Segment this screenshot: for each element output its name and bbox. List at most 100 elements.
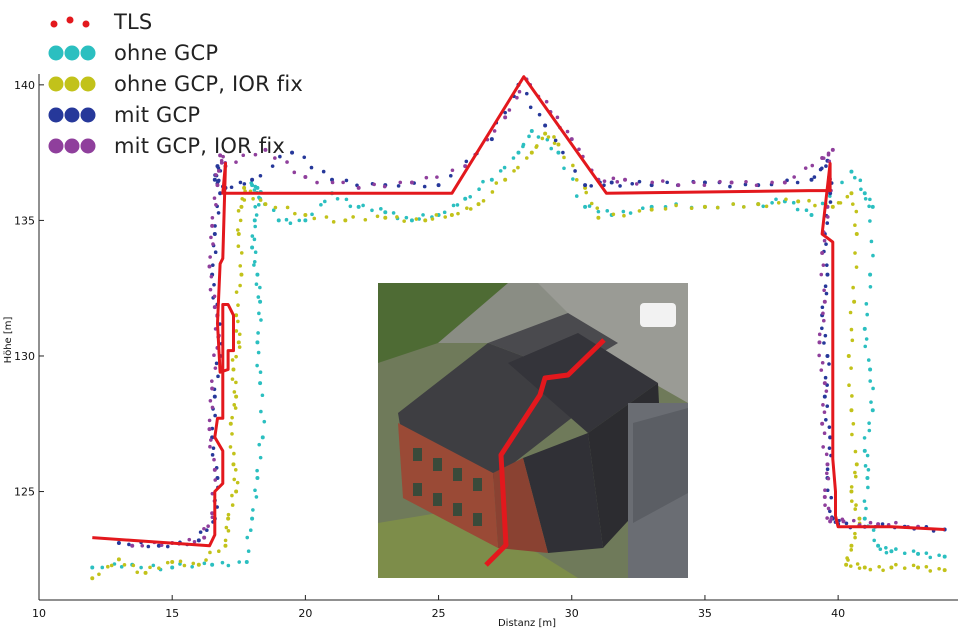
data-point — [212, 177, 217, 182]
data-point — [846, 353, 851, 358]
data-point — [553, 138, 558, 143]
data-point — [611, 176, 616, 181]
data-point — [825, 462, 830, 467]
data-point — [850, 394, 854, 398]
legend-label: TLS — [114, 9, 153, 34]
data-point — [205, 528, 209, 533]
data-point — [303, 175, 308, 180]
data-point — [270, 164, 275, 168]
data-point — [90, 565, 95, 570]
data-point — [116, 557, 121, 562]
data-point — [718, 179, 722, 184]
data-point — [234, 313, 239, 318]
data-point — [230, 503, 235, 507]
data-point — [825, 353, 830, 358]
data-point — [596, 215, 601, 220]
data-point — [239, 272, 244, 277]
data-point — [823, 333, 828, 338]
data-point — [595, 206, 600, 210]
data-point — [331, 220, 336, 224]
data-point — [234, 354, 238, 359]
data-point — [660, 179, 665, 183]
data-point — [379, 207, 383, 211]
data-point — [212, 394, 217, 399]
data-point — [258, 285, 262, 290]
data-point — [623, 177, 628, 182]
legend-swatch-tls — [48, 10, 96, 34]
data-point — [228, 421, 233, 426]
data-point — [819, 368, 824, 372]
data-point — [702, 180, 707, 185]
data-point — [210, 515, 215, 520]
data-point — [430, 217, 435, 221]
data-point — [876, 543, 881, 548]
data-point — [692, 180, 696, 185]
data-point — [319, 202, 323, 207]
x-tick-label: 10 — [32, 607, 46, 620]
data-point — [233, 406, 238, 410]
data-point — [863, 464, 868, 468]
data-point — [577, 147, 581, 152]
data-point — [821, 156, 826, 160]
data-point — [216, 211, 221, 215]
data-point — [849, 489, 854, 494]
data-point — [216, 179, 220, 183]
data-point — [792, 175, 796, 179]
data-point — [285, 205, 290, 210]
data-point — [211, 242, 215, 246]
data-point — [223, 543, 228, 548]
data-point — [253, 152, 258, 157]
data-point — [258, 198, 263, 202]
data-point — [238, 218, 243, 223]
data-point — [250, 234, 255, 238]
data-point — [844, 562, 849, 567]
data-point — [853, 474, 858, 479]
data-point — [866, 358, 871, 362]
data-point — [809, 212, 814, 217]
data-point — [259, 318, 263, 322]
data-point — [849, 169, 854, 174]
data-point — [826, 506, 831, 511]
data-point — [630, 182, 635, 186]
data-point — [849, 327, 854, 332]
data-point — [894, 520, 898, 525]
data-point — [743, 182, 748, 187]
data-point — [330, 180, 335, 185]
data-point — [256, 203, 261, 207]
data-point — [210, 386, 215, 391]
data-point — [423, 218, 428, 223]
data-point — [674, 203, 678, 208]
data-point — [826, 152, 831, 157]
data-point — [250, 516, 255, 521]
legend-item-tls: TLS — [48, 6, 303, 37]
data-point — [731, 202, 736, 206]
data-point — [828, 509, 832, 514]
data-point — [214, 361, 219, 366]
data-point — [363, 217, 368, 222]
data-point — [850, 338, 855, 343]
data-point — [869, 400, 873, 404]
data-point — [157, 566, 161, 570]
data-point — [515, 95, 519, 100]
y-tick-label: 135 — [14, 214, 35, 227]
data-point — [865, 312, 869, 317]
data-point — [226, 516, 231, 521]
data-point — [323, 199, 327, 204]
data-point — [209, 438, 213, 442]
data-point — [248, 528, 253, 533]
data-point — [702, 204, 707, 209]
data-point — [827, 425, 832, 429]
data-point — [178, 562, 182, 566]
data-point — [868, 520, 873, 525]
data-point — [864, 302, 869, 306]
data-point — [596, 209, 601, 214]
data-point — [208, 255, 212, 259]
data-point — [232, 390, 237, 394]
data-point — [258, 173, 263, 178]
data-point — [230, 377, 235, 381]
data-point — [112, 562, 117, 566]
data-point — [130, 543, 135, 548]
data-point — [859, 187, 863, 192]
data-point — [139, 565, 143, 570]
y-tick-label: 140 — [14, 79, 35, 92]
